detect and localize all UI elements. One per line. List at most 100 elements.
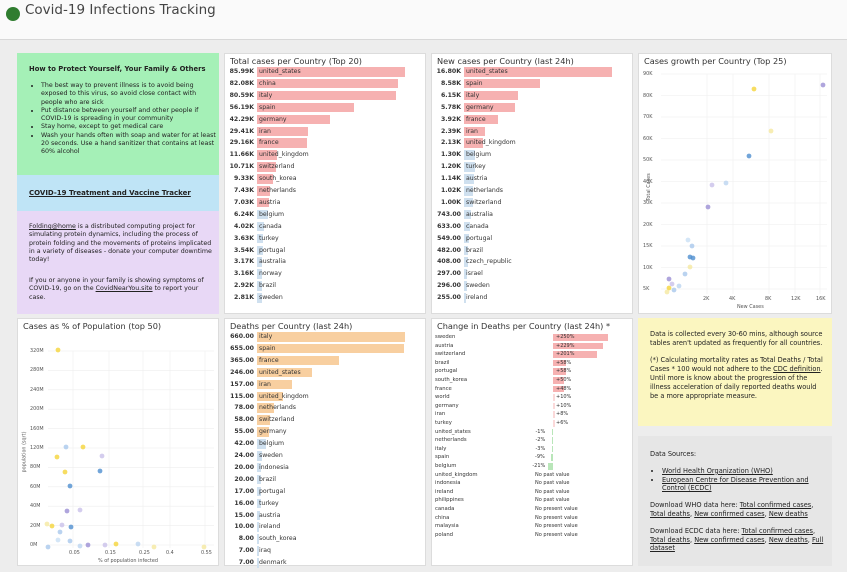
bar-row[interactable]: 42.29K germany	[228, 114, 410, 126]
bar-row[interactable]: 3.17K australia	[228, 256, 410, 268]
bar-row[interactable]: 6.24K belgium	[228, 209, 410, 221]
covidnearyou-link[interactable]: CovidNearYou.site	[95, 285, 153, 293]
change-row[interactable]: malaysia No present value	[435, 522, 635, 531]
bar-row[interactable]: 1.30K belgium	[435, 149, 617, 161]
bar-row[interactable]: 55.00 germany	[228, 426, 410, 438]
bar-row[interactable]: 3.54K portugal	[228, 245, 410, 257]
bar-row[interactable]: 6.15K italy	[435, 90, 617, 102]
bar-row[interactable]: 246.00 united_states	[228, 367, 410, 379]
bar-row[interactable]: 2.39K iran	[435, 126, 617, 138]
change-row[interactable]: germany +10%	[435, 402, 635, 411]
bar-row[interactable]: 3.63K turkey	[228, 233, 410, 245]
bar-row[interactable]: 7.00 iraq	[228, 545, 410, 557]
ecdc-full-dataset-link[interactable]: Full dataset	[650, 535, 824, 553]
population-scatter[interactable]	[18, 319, 220, 567]
bar-row[interactable]: 549.00 portugal	[435, 233, 617, 245]
change-row[interactable]: united_kingdom No past value	[435, 471, 635, 480]
bar-row[interactable]: 7.00 denmark	[228, 557, 410, 569]
bar-row[interactable]: 29.16K france	[228, 137, 410, 149]
bar-row[interactable]: 85.99K united_states	[228, 66, 410, 78]
bar-row[interactable]: 15.00 austria	[228, 510, 410, 522]
bar-row[interactable]: 10.00 ireland	[228, 521, 410, 533]
change-row[interactable]: world +10%	[435, 393, 635, 402]
change-row[interactable]: philippines No past value	[435, 496, 635, 505]
bar-row[interactable]: 1.20K turkey	[435, 161, 617, 173]
change-row[interactable]: canada No present value	[435, 505, 635, 514]
bar-row[interactable]: 482.00 brazil	[435, 245, 617, 257]
bar-row[interactable]: 78.00 netherlands	[228, 402, 410, 414]
bar-row[interactable]: 17.00 portugal	[228, 486, 410, 498]
folding-link[interactable]: Folding@home	[29, 223, 76, 230]
bar-row[interactable]: 24.00 sweden	[228, 450, 410, 462]
change-row[interactable]: portugal +58%	[435, 367, 635, 376]
change-row[interactable]: china No present value	[435, 514, 635, 523]
bar-row[interactable]: 10.71K switzerland	[228, 161, 410, 173]
bar-row[interactable]: 2.81K sweden	[228, 292, 410, 304]
bar-row[interactable]: 1.02K netherlands	[435, 185, 617, 197]
bar-row[interactable]: 9.33K south_korea	[228, 173, 410, 185]
who-new-cases-link[interactable]: New confirmed cases	[694, 509, 765, 518]
ecdc-new-cases-link[interactable]: New confirmed cases	[694, 535, 765, 544]
bar-row[interactable]: 3.92K france	[435, 114, 617, 126]
bar-row[interactable]: 7.03K austria	[228, 197, 410, 209]
bar-row[interactable]: 16.80K united_states	[435, 66, 617, 78]
change-row[interactable]: south_korea +50%	[435, 376, 635, 385]
bar-row[interactable]: 8.00 south_korea	[228, 533, 410, 545]
bar-row[interactable]: 157.00 iran	[228, 379, 410, 391]
cdc-definition-link[interactable]: CDC definition	[773, 365, 821, 373]
bar-row[interactable]: 11.66K united_kingdom	[228, 149, 410, 161]
change-row[interactable]: poland No present value	[435, 531, 635, 540]
change-row[interactable]: brazil +58%	[435, 359, 635, 368]
bar-row[interactable]: 365.00 france	[228, 355, 410, 367]
who-total-deaths-link[interactable]: Total deaths	[650, 509, 690, 518]
bar-row[interactable]: 633.00 canada	[435, 221, 617, 233]
bar-row[interactable]: 2.13K united_kingdom	[435, 137, 617, 149]
bar-row[interactable]: 82.08K china	[228, 78, 410, 90]
change-row[interactable]: austria +229%	[435, 342, 635, 351]
change-row[interactable]: indonesia No past value	[435, 479, 635, 488]
bar-row[interactable]: 5.78K germany	[435, 102, 617, 114]
change-row[interactable]: belgium -21%	[435, 462, 635, 471]
bar-row[interactable]: 29.41K iran	[228, 126, 410, 138]
bar-row[interactable]: 408.00 czech_republic	[435, 256, 617, 268]
ecdc-total-cases-link[interactable]: Total confirmed cases	[741, 526, 813, 535]
bar-row[interactable]: 4.02K canada	[228, 221, 410, 233]
bar-row[interactable]: 743.00 australia	[435, 209, 617, 221]
bar-row[interactable]: 58.00 switzerland	[228, 414, 410, 426]
change-row[interactable]: iran +8%	[435, 410, 635, 419]
change-row[interactable]: sweden +250%	[435, 333, 635, 342]
change-row[interactable]: ireland No past value	[435, 488, 635, 497]
bar-row[interactable]: 255.00 ireland	[435, 292, 617, 304]
change-row[interactable]: turkey +6%	[435, 419, 635, 428]
change-row[interactable]: spain -9%	[435, 453, 635, 462]
who-link[interactable]: World Health Organization (WHO)	[662, 467, 828, 476]
bar-row[interactable]: 80.59K italy	[228, 90, 410, 102]
bar-row[interactable]: 20.00 brazil	[228, 474, 410, 486]
bar-row[interactable]: 16.00 turkey	[228, 498, 410, 510]
ecdc-new-deaths-link[interactable]: New deaths	[768, 535, 808, 544]
tracker-link[interactable]: COVID-19 Treatment and Vaccine Tracker	[29, 189, 191, 197]
cases-growth-scatter[interactable]	[639, 54, 833, 315]
bar-row[interactable]: 1.14K austria	[435, 173, 617, 185]
change-row[interactable]: france +48%	[435, 385, 635, 394]
bar-row[interactable]: 1.00K switzerland	[435, 197, 617, 209]
bar-row[interactable]: 56.19K spain	[228, 102, 410, 114]
bar-row[interactable]: 2.92K brazil	[228, 280, 410, 292]
bar-row[interactable]: 297.00 israel	[435, 268, 617, 280]
bar-row[interactable]: 660.00 italy	[228, 331, 410, 343]
change-row[interactable]: netherlands -2%	[435, 436, 635, 445]
bar-row[interactable]: 296.00 sweden	[435, 280, 617, 292]
bar-row[interactable]: 3.16K norway	[228, 268, 410, 280]
bar-row[interactable]: 42.00 belgium	[228, 438, 410, 450]
ecdc-total-deaths-link[interactable]: Total deaths	[650, 535, 690, 544]
bar-row[interactable]: 655.00 spain	[228, 343, 410, 355]
ecdc-link[interactable]: European Centre for Disease Prevention a…	[662, 476, 828, 494]
change-row[interactable]: italy -3%	[435, 445, 635, 454]
who-new-deaths-link[interactable]: New deaths	[768, 509, 808, 518]
change-row[interactable]: united_states -1%	[435, 428, 635, 437]
who-total-cases-link[interactable]: Total confirmed cases	[739, 501, 812, 510]
bar-row[interactable]: 7.43K netherlands	[228, 185, 410, 197]
bar-row[interactable]: 8.58K spain	[435, 78, 617, 90]
change-row[interactable]: switzerland +201%	[435, 350, 635, 359]
bar-row[interactable]: 20.00 indonesia	[228, 462, 410, 474]
